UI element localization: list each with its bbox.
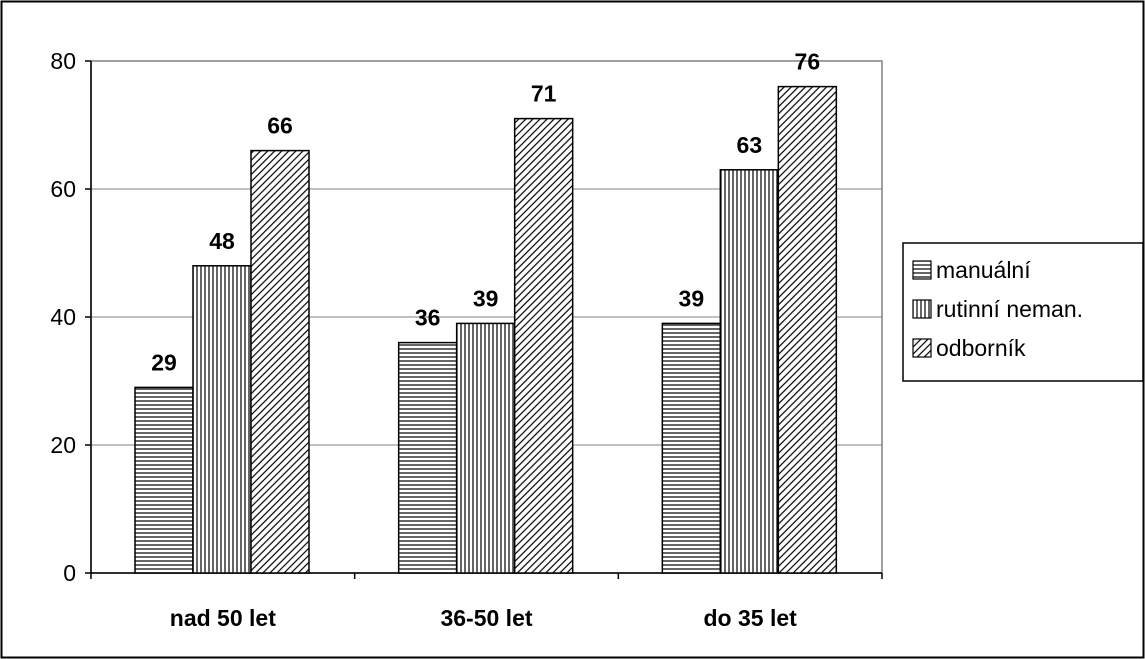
legend-label: odborník	[936, 335, 1026, 361]
y-tick-label: 0	[63, 560, 76, 586]
bar	[397, 341, 458, 574]
data-label: 36	[415, 305, 441, 331]
legend: manuální rutinní neman. odborník	[902, 242, 1144, 382]
data-label: 39	[473, 285, 499, 311]
bar	[455, 322, 516, 574]
y-tick-label: 60	[50, 176, 76, 202]
bar	[134, 386, 194, 574]
x-category-label: do 35 let	[704, 605, 798, 631]
data-label: 39	[679, 285, 705, 311]
legend-swatch	[912, 338, 932, 358]
bar	[661, 322, 722, 574]
data-label: 66	[267, 113, 293, 139]
x-category-label: 36-50 let	[440, 605, 532, 631]
data-label: 29	[151, 349, 177, 375]
bar	[192, 265, 252, 574]
bar	[513, 117, 574, 574]
legend-swatch	[912, 299, 932, 319]
legend-label: rutinní neman.	[936, 296, 1083, 322]
legend-label: manuální	[936, 257, 1031, 283]
data-label: 76	[795, 49, 821, 75]
y-tick-label: 20	[50, 432, 76, 458]
bar	[250, 149, 310, 574]
legend-swatch	[912, 260, 932, 280]
plot-area: 0 20 40 60 80 nad 50 let 36-50 let do 35 let 29 3…	[50, 48, 883, 631]
data-label: 63	[737, 132, 763, 158]
legend-box	[902, 242, 1144, 382]
x-category-label: nad 50 let	[170, 605, 276, 631]
data-label: 71	[531, 81, 557, 107]
y-tick-label: 40	[50, 304, 76, 330]
bar	[777, 85, 838, 574]
data-label: 48	[209, 228, 235, 254]
y-tick-label: 80	[50, 48, 76, 74]
bar	[719, 169, 780, 574]
